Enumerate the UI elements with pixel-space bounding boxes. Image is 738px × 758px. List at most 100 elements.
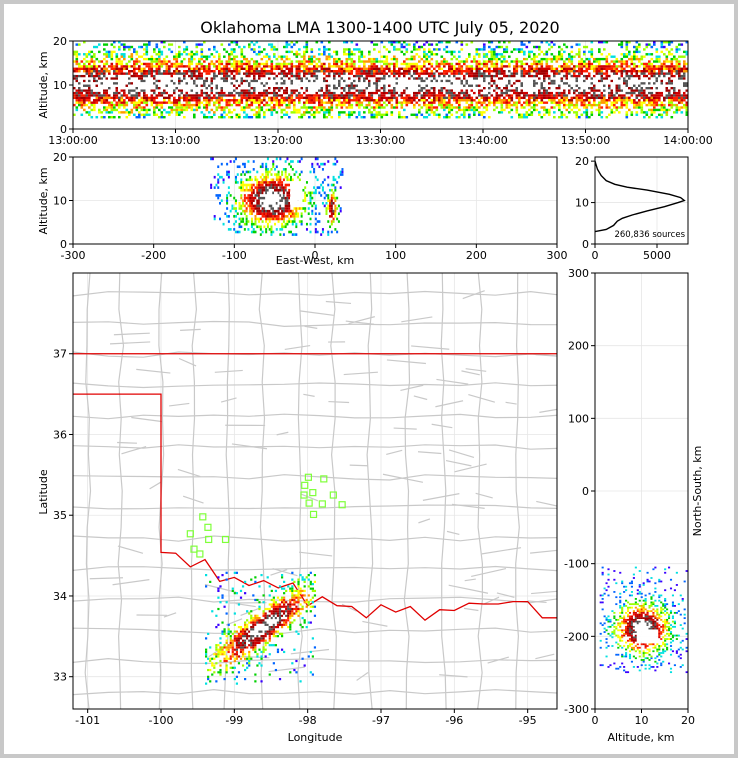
time-altitude-cell — [338, 60, 341, 63]
time-altitude-cell — [213, 70, 216, 73]
time-altitude-cell — [100, 111, 104, 114]
time-altitude-cell — [655, 89, 659, 92]
time-altitude-cell — [648, 99, 651, 102]
time-altitude-cell — [438, 103, 441, 107]
time-altitude-cell — [178, 74, 181, 78]
time-altitude-cell — [543, 94, 546, 97]
time-altitude-cell — [548, 84, 551, 87]
time-altitude-cell — [90, 57, 94, 61]
time-altitude-cell — [605, 82, 609, 85]
time-altitude-cell — [488, 41, 491, 44]
time-altitude-cell — [630, 111, 634, 114]
time-altitude-cell — [120, 86, 124, 90]
time-altitude-cell — [200, 91, 204, 95]
time-altitude-cell — [358, 101, 361, 104]
time-altitude-cell — [580, 62, 584, 66]
time-altitude-cell — [485, 84, 489, 87]
time-altitude-cell — [493, 55, 496, 58]
time-altitude-cell — [250, 70, 254, 73]
time-altitude-cell — [285, 96, 289, 100]
time-altitude-cell — [358, 60, 361, 63]
time-altitude-cell — [298, 74, 301, 78]
time-altitude-cell — [580, 82, 584, 85]
time-altitude-cell — [270, 74, 274, 78]
time-altitude-cell — [235, 113, 239, 116]
time-altitude-cell — [568, 72, 571, 75]
time-altitude-cell — [613, 103, 616, 107]
time-altitude-cell — [163, 116, 166, 119]
time-altitude-cell — [343, 84, 346, 87]
time-altitude-cell — [638, 106, 641, 109]
time-altitude-cell — [93, 101, 96, 104]
time-altitude-cell — [98, 99, 101, 102]
time-altitude-cell — [80, 91, 84, 95]
time-altitude-cell — [153, 111, 156, 114]
time-altitude-cell — [108, 106, 111, 109]
time-altitude-cell — [400, 94, 404, 97]
time-altitude-cell — [540, 77, 544, 80]
time-altitude-cell — [98, 43, 101, 46]
time-altitude-cell — [403, 74, 406, 78]
time-altitude-cell — [193, 84, 196, 87]
time-altitude-cell — [443, 82, 446, 85]
time-altitude-cell — [350, 84, 354, 87]
time-altitude-cell — [393, 82, 396, 85]
time-altitude-cell — [95, 96, 99, 100]
time-altitude-cell — [453, 65, 456, 68]
time-altitude-cell — [448, 103, 451, 107]
time-altitude-cell — [538, 77, 541, 80]
time-altitude-cell — [220, 62, 224, 66]
time-altitude-cell — [283, 86, 286, 90]
time-altitude-cell — [123, 82, 126, 85]
time-altitude-cell — [168, 91, 171, 95]
time-altitude-cell — [533, 55, 536, 58]
time-altitude-cell — [468, 67, 471, 70]
time-altitude-cell — [258, 103, 261, 107]
time-altitude-cell — [308, 94, 311, 97]
time-altitude-cell — [625, 84, 629, 87]
time-altitude-cell — [148, 82, 151, 85]
time-altitude-cell — [298, 108, 301, 112]
time-altitude-cell — [148, 41, 151, 44]
time-altitude-cell — [413, 57, 416, 61]
time-altitude-cell — [295, 89, 299, 92]
time-altitude-cell — [230, 57, 234, 61]
time-altitude-cell — [128, 79, 131, 83]
time-altitude-cell — [643, 67, 646, 70]
time-altitude-cell — [365, 72, 369, 75]
time-altitude-cell — [240, 99, 244, 102]
time-altitude-cell — [143, 43, 146, 46]
time-altitude-cell — [545, 82, 549, 85]
time-altitude-cell — [520, 62, 524, 66]
time-altitude-cell — [463, 106, 466, 109]
time-altitude-cell — [405, 82, 409, 85]
time-altitude-cell — [598, 74, 601, 78]
time-altitude-cell — [78, 82, 81, 85]
time-altitude-cell — [515, 57, 519, 61]
time-altitude-cell — [223, 94, 226, 97]
time-altitude-cell — [175, 79, 179, 83]
time-altitude-cell — [115, 108, 119, 112]
time-altitude-cell — [178, 79, 181, 83]
time-altitude-cell — [330, 99, 334, 102]
time-altitude-cell — [110, 79, 114, 83]
time-altitude-cell — [248, 62, 251, 66]
time-altitude-cell — [383, 91, 386, 95]
time-altitude-cell — [458, 82, 461, 85]
time-altitude-cell — [553, 86, 556, 90]
time-altitude-cell — [533, 99, 536, 102]
time-altitude-cell — [303, 62, 306, 66]
time-altitude-cell — [405, 65, 409, 68]
time-altitude-cell — [513, 70, 516, 73]
time-altitude-cell — [420, 99, 424, 102]
time-altitude-cell — [643, 82, 646, 85]
time-altitude-cell — [270, 86, 274, 90]
time-altitude-cell — [100, 74, 104, 78]
time-altitude-cell — [543, 91, 546, 95]
time-altitude-cell — [615, 84, 619, 87]
time-altitude-cell — [415, 53, 419, 56]
time-altitude-cell — [340, 72, 344, 75]
time-altitude-cell — [363, 89, 366, 92]
time-altitude-cell — [73, 103, 76, 107]
time-altitude-cell — [605, 60, 609, 63]
